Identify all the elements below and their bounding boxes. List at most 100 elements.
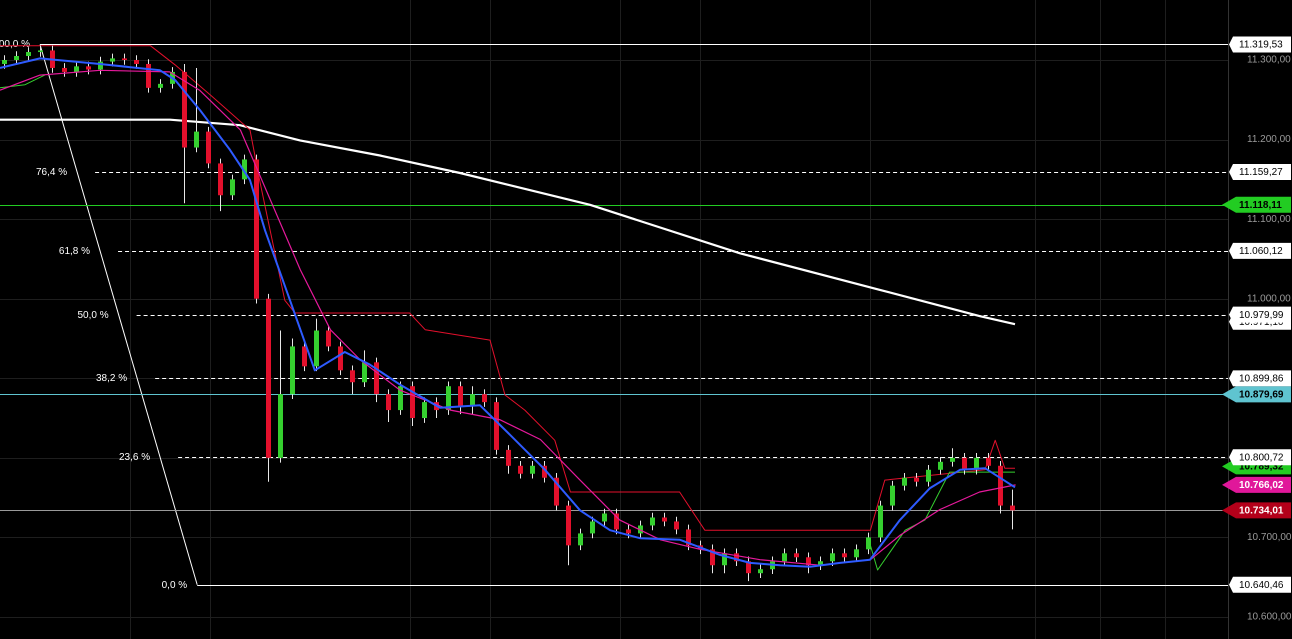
candle-body [758,569,763,574]
candle-body [2,59,7,64]
candle-body [218,163,223,196]
candle-body [182,71,187,148]
candle-body [506,449,511,466]
fib-price-label-box [1229,370,1291,387]
y-tick-label: 10.700,00 [1247,532,1292,543]
candle-body [410,386,415,419]
fib-price-label-box [1229,242,1291,259]
candle-body [890,485,895,506]
candle-body [974,457,979,470]
candle-body [110,58,115,62]
fib-ratio-label: 76,4 % [36,167,67,178]
candle-body [242,159,247,180]
candle-body [566,505,571,546]
fib-price-label: 10.800,72 [1239,452,1284,463]
candle-body [1010,505,1015,511]
candle-body [398,386,403,411]
fib-ratio-label: 61,8 % [59,246,90,257]
candle-body [146,63,151,88]
fib-price-label-box [1229,306,1291,323]
candle-body [230,179,235,196]
candle-body [14,56,19,60]
candle-body [26,52,31,57]
candle-body [650,517,655,526]
candle-body [122,58,127,60]
candle-body [746,561,751,574]
candle-body [530,465,535,474]
candle-body [254,159,259,299]
candle-body [902,477,907,486]
candle-body [938,461,943,470]
fib-price-label-box [1229,576,1291,593]
candle-body [686,529,691,546]
y-tick-label: 11.000,00 [1247,293,1291,304]
price-label: 10.766,02 [1239,480,1284,491]
fib-price-label: 10.640,46 [1239,580,1284,591]
y-tick-label: 11.200,00 [1247,134,1291,145]
fib-ratio-label: 50,0 % [77,310,108,321]
candle-body [158,83,163,88]
candle-body [722,553,727,566]
vertical-grid [130,0,1166,639]
candle-body [986,457,991,466]
candle-body [950,457,955,462]
candle-body [554,477,559,506]
fib-price-label: 11.060,12 [1239,246,1283,257]
fib-price-label: 10.899,86 [1239,374,1284,385]
candle-body [590,521,595,534]
candle-body [98,61,103,70]
fib-ratio-label: 100,0 % [0,39,30,50]
candle-body [782,553,787,562]
fib-ratio-label: 0,0 % [162,580,188,591]
candle-body [482,394,487,403]
candle-body [302,346,307,367]
fib-diagonal [39,44,198,585]
candle-body [518,465,523,474]
candle-body [362,362,367,383]
fib-price-label: 11.159,27 [1239,167,1283,178]
candle-body [338,346,343,371]
y-tick-label: 11.300,00 [1247,55,1291,66]
candle-body [314,330,319,367]
candle-body [62,67,67,72]
candle-body [794,553,799,558]
candle-body [86,66,91,70]
indicator-line [0,118,1016,326]
fib-price-label-box [1229,36,1291,53]
candle-body [470,394,475,407]
fib-price-label-box [1229,449,1291,466]
candle-body [962,457,967,470]
y-tick-label: 11.100,00 [1247,214,1291,225]
candle-body [350,370,355,383]
candle-body [842,553,847,558]
candle-body [806,557,811,566]
price-label-box [1222,476,1291,493]
fib-price-label: 11.319,53 [1239,40,1283,51]
candle-body [386,394,391,411]
candle-body [830,553,835,562]
price-label-box [1222,196,1291,213]
candle-body [866,537,871,550]
candle-body [458,386,463,407]
candle-body [266,298,271,458]
price-label-box [1222,502,1291,519]
candle-body [422,402,427,419]
candle-body [38,50,43,53]
fib-ratio-label: 23,6 % [119,452,150,463]
candle-body [578,533,583,546]
indicator-line [0,57,1016,568]
candle-body [74,66,79,72]
candle-body [602,513,607,522]
fib-ratio-label: 38,2 % [96,373,127,384]
candle-body [662,517,667,522]
candle-body [674,521,679,530]
candle-body [854,549,859,558]
y-tick-label: 10.600,00 [1247,612,1292,623]
fib-price-label: 10.979,99 [1239,310,1284,321]
candle-body [878,505,883,538]
price-label: 10.789,32 [1239,461,1284,472]
price-label: 10.879,69 [1239,390,1284,401]
candle-body [818,561,823,566]
